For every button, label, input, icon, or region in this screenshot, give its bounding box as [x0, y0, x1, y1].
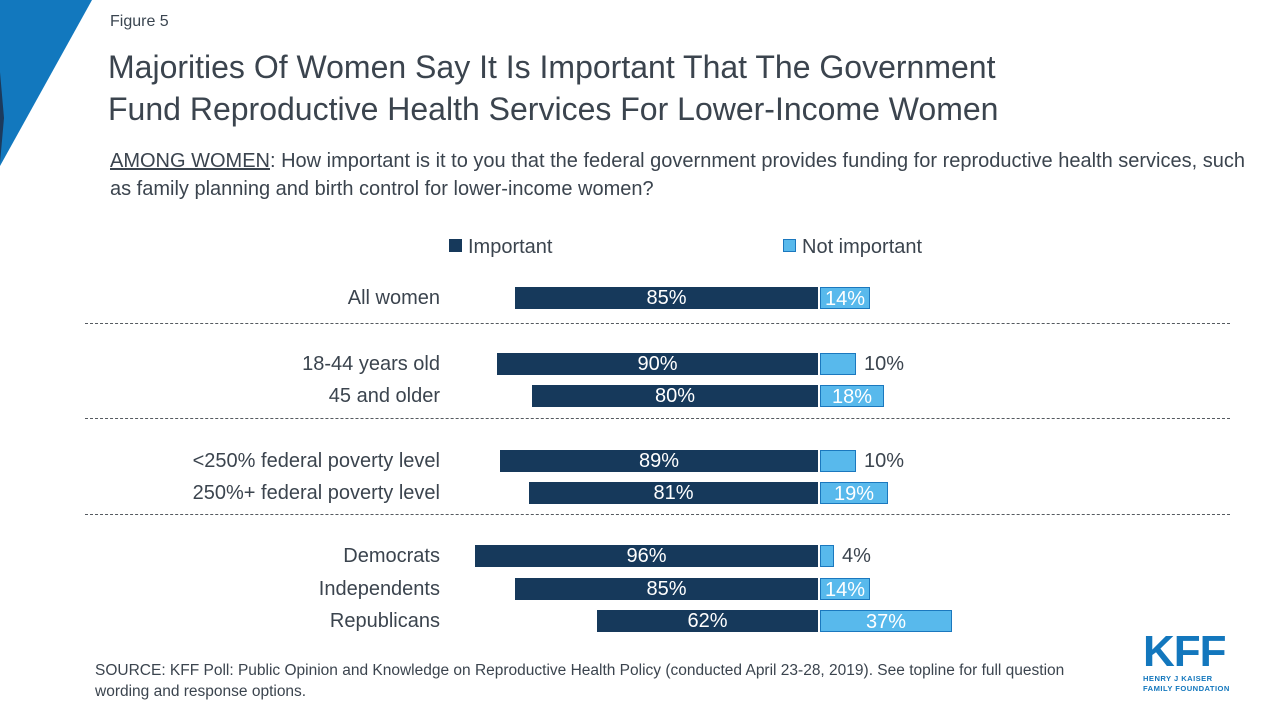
title-line-2: Fund Reproductive Health Services For Lo…: [108, 91, 999, 127]
not-important-value: 37%: [865, 611, 907, 633]
not-important-bar: 14%: [820, 287, 870, 310]
bar-chart: All women 85% 14% 18-44 years old 90% 10% 45 a…: [0, 270, 1280, 648]
important-bar: 85%: [515, 287, 818, 309]
page-title: Majorities Of Women Say It Is Important …: [108, 46, 998, 130]
important-bar: 90%: [497, 353, 818, 375]
not-important-bar: 18%: [820, 385, 884, 408]
row-label: 18-44 years old: [302, 353, 440, 375]
not-important-value: 18%: [831, 386, 873, 408]
title-line-1: Majorities Of Women Say It Is Important …: [108, 49, 996, 85]
important-bar: 96%: [475, 545, 818, 567]
important-bar: 85%: [515, 578, 818, 600]
not-important-value: 10%: [864, 450, 905, 472]
kff-logo-sub-line1: HENRY J KAISER: [1143, 674, 1213, 683]
legend-label-not-important: Not important: [802, 236, 923, 258]
not-important-bar: [820, 545, 834, 567]
important-value: 90%: [637, 353, 678, 375]
row-label: 45 and older: [328, 385, 440, 407]
not-important-value: 14%: [824, 579, 866, 601]
chart-subtitle: AMONG WOMEN: How important is it to you …: [110, 147, 1260, 203]
not-important-value: 4%: [842, 545, 871, 567]
kff-logo: KFF HENRY J KAISER FAMILY FOUNDATION: [1143, 627, 1243, 694]
row-label: Democrats: [343, 545, 440, 567]
legend-label-important: Important: [468, 236, 553, 258]
group-separator: [85, 323, 1230, 324]
not-important-value: 19%: [833, 483, 875, 505]
group-separator: [85, 418, 1230, 419]
important-value: 62%: [687, 610, 728, 632]
legend-swatch-important: [449, 239, 462, 252]
important-value: 89%: [638, 450, 680, 472]
chart-legend: Important Not important: [0, 236, 1280, 258]
not-important-value: 10%: [864, 353, 905, 375]
important-value: 96%: [626, 545, 667, 567]
important-bar: 80%: [532, 385, 818, 407]
not-important-bar: [820, 353, 856, 375]
important-value: 81%: [653, 482, 694, 504]
not-important-bar: [820, 450, 856, 472]
source-note: SOURCE: KFF Poll: Public Opinion and Kno…: [95, 662, 1065, 700]
kff-corner-triangle: [0, 0, 92, 166]
not-important-bar: 14%: [820, 578, 870, 601]
row-label: All women: [347, 287, 440, 309]
important-bar: 81%: [529, 482, 818, 504]
not-important-bar: 19%: [820, 482, 888, 505]
row-label: <250% federal poverty level: [192, 450, 440, 472]
important-bar: 89%: [500, 450, 818, 472]
not-important-value: 14%: [824, 288, 866, 310]
important-value: 85%: [646, 287, 687, 309]
legend-swatch-not-important: [783, 239, 796, 252]
kff-logo-subtitle: HENRY J KAISER FAMILY FOUNDATION: [1143, 674, 1243, 694]
kff-logo-text: KFF: [1143, 627, 1227, 676]
group-separator: [85, 514, 1230, 515]
important-bar: 62%: [597, 610, 818, 632]
row-label: Republicans: [329, 610, 440, 632]
important-value: 85%: [646, 578, 687, 600]
important-value: 80%: [654, 385, 696, 407]
row-label: 250%+ federal poverty level: [192, 482, 440, 504]
subtitle-rest: : How important is it to you that the fe…: [110, 150, 1245, 200]
not-important-bar: 37%: [820, 610, 952, 633]
kff-logo-sub-line2: FAMILY FOUNDATION: [1143, 684, 1230, 693]
row-label: Independents: [318, 578, 440, 600]
figure-label: Figure 5: [110, 13, 169, 30]
subtitle-prefix: AMONG WOMEN: [110, 150, 270, 172]
